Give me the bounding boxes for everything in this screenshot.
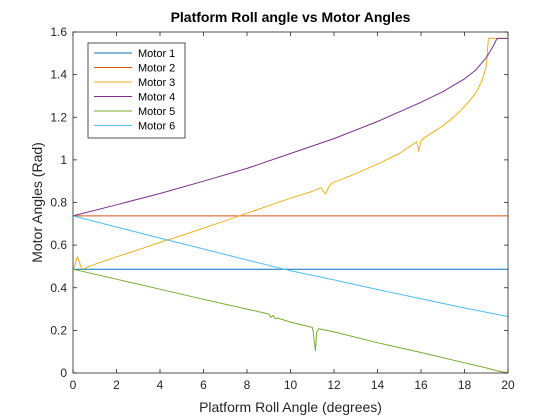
legend-label: Motor 6	[138, 121, 175, 133]
x-axis-label: Platform Roll Angle (degrees)	[199, 399, 382, 415]
y-tick-label: 1	[60, 153, 67, 167]
x-tick-label: 6	[200, 378, 207, 392]
series-layer	[72, 37, 509, 374]
x-tick-label: 4	[157, 378, 164, 392]
y-axis: 0 0.2 0.4 0.6 0.8 1 1.2 1.4 1.6	[50, 25, 508, 380]
y-tick-label: 0.6	[50, 238, 67, 252]
x-tick-label: 10	[284, 378, 298, 392]
x-tick-label: 0	[70, 378, 77, 392]
legend-box	[87, 42, 186, 139]
legend-label: Motor 3	[138, 77, 175, 89]
y-tick-label: 1.2	[50, 110, 67, 124]
x-axis: 0 2 4 6 8 10 12 14 16 18 20	[70, 32, 515, 392]
y-tick-label: 0.4	[50, 281, 67, 295]
y-tick-label: 0.2	[50, 323, 67, 337]
series-line-motor-5	[72, 268, 509, 374]
y-tick-label: 0	[60, 366, 67, 380]
series-line-motor-3	[72, 37, 508, 270]
y-tick-label: 1.4	[50, 68, 67, 82]
series-line-motor-4	[72, 37, 508, 217]
x-tick-label: 20	[501, 378, 515, 392]
legend-label: Motor 1	[138, 48, 175, 60]
x-tick-label: 12	[327, 378, 341, 392]
x-tick-label: 16	[414, 378, 428, 392]
x-tick-label: 18	[458, 378, 472, 392]
x-tick-label: 2	[113, 378, 120, 392]
legend-label: Motor 5	[138, 106, 175, 118]
chart-title: Platform Roll angle vs Motor Angles	[171, 9, 411, 25]
x-tick-label: 8	[244, 378, 251, 392]
y-axis-label: Motor Angles (Rad)	[29, 142, 45, 263]
legend-label: Motor 4	[138, 92, 175, 104]
series-line-motor-6	[72, 215, 509, 317]
legend: Motor 1 Motor 2 Motor 3 Motor 4 Motor 5 Motor…	[87, 42, 186, 139]
y-tick-label: 0.8	[50, 196, 67, 210]
y-tick-label: 1.6	[50, 25, 67, 39]
legend-label: Motor 2	[138, 63, 175, 75]
x-tick-label: 14	[371, 378, 385, 392]
